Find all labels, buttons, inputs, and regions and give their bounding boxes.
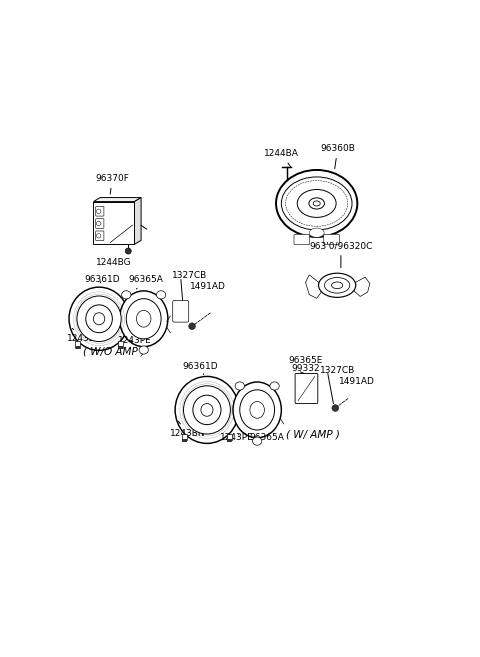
FancyBboxPatch shape [96,206,104,216]
Text: ( W/ AMP ): ( W/ AMP ) [286,430,340,440]
Ellipse shape [240,390,275,430]
Circle shape [189,323,195,330]
Ellipse shape [121,291,131,299]
Ellipse shape [69,287,129,350]
Text: 1491AD: 1491AD [339,377,375,386]
Ellipse shape [77,296,121,342]
Ellipse shape [201,403,213,417]
Ellipse shape [332,282,343,288]
Ellipse shape [126,299,161,339]
Text: 96361D: 96361D [84,275,120,284]
Ellipse shape [270,382,279,390]
Ellipse shape [233,382,281,438]
Text: 1327CB: 1327CB [321,366,356,374]
Polygon shape [354,277,370,296]
Bar [118,346,122,350]
Bar [94,202,134,244]
FancyBboxPatch shape [295,373,318,403]
Ellipse shape [276,170,357,237]
Ellipse shape [319,273,356,298]
Ellipse shape [313,201,320,206]
Ellipse shape [297,189,336,217]
Ellipse shape [139,346,148,354]
Bar [118,341,123,348]
Text: 1244BG: 1244BG [96,258,132,267]
Ellipse shape [324,277,350,293]
Text: 96365A: 96365A [250,433,285,442]
Ellipse shape [309,228,324,237]
Text: ( W/O AMP ): ( W/O AMP ) [83,346,145,356]
Text: 1243BN: 1243BN [170,420,205,438]
Ellipse shape [250,401,264,419]
Bar [75,346,80,350]
Text: 99332: 99332 [291,364,320,373]
Polygon shape [305,275,322,298]
Ellipse shape [156,291,166,299]
Text: 1327CB: 1327CB [172,271,207,280]
Polygon shape [94,198,141,202]
Text: 1244BA: 1244BA [264,149,299,167]
Text: 1243PE: 1243PE [220,433,254,442]
Text: 96360B: 96360B [320,144,355,169]
Text: 963'0/96320C: 963'0/96320C [309,241,372,267]
Ellipse shape [175,376,239,443]
Ellipse shape [120,291,168,347]
Circle shape [125,248,131,254]
Bar [182,434,187,440]
Circle shape [96,221,101,226]
Text: 96365E: 96365E [289,356,323,365]
Circle shape [96,209,101,214]
Ellipse shape [281,177,352,230]
Text: 1491AD: 1491AD [190,282,226,291]
FancyBboxPatch shape [96,231,104,240]
Text: 96365A: 96365A [129,275,164,289]
Circle shape [96,234,101,238]
Ellipse shape [252,437,262,445]
Text: 1243BN: 1243BN [67,328,103,343]
Ellipse shape [235,382,244,390]
Ellipse shape [183,386,230,434]
Text: 1243PE: 1243PE [118,336,151,345]
Ellipse shape [136,310,151,327]
Ellipse shape [309,198,324,209]
Ellipse shape [94,313,105,325]
Ellipse shape [286,181,348,226]
FancyBboxPatch shape [96,219,104,229]
Ellipse shape [86,305,112,332]
Polygon shape [134,198,141,244]
Text: 96370F: 96370F [96,174,129,194]
Bar [182,439,187,442]
Text: 96361D: 96361D [183,362,218,374]
Ellipse shape [193,395,221,424]
FancyBboxPatch shape [173,300,189,322]
Circle shape [332,405,338,411]
Bar [75,341,81,348]
Bar [227,439,232,442]
FancyBboxPatch shape [324,235,339,245]
FancyBboxPatch shape [294,235,310,245]
Bar [227,434,232,440]
